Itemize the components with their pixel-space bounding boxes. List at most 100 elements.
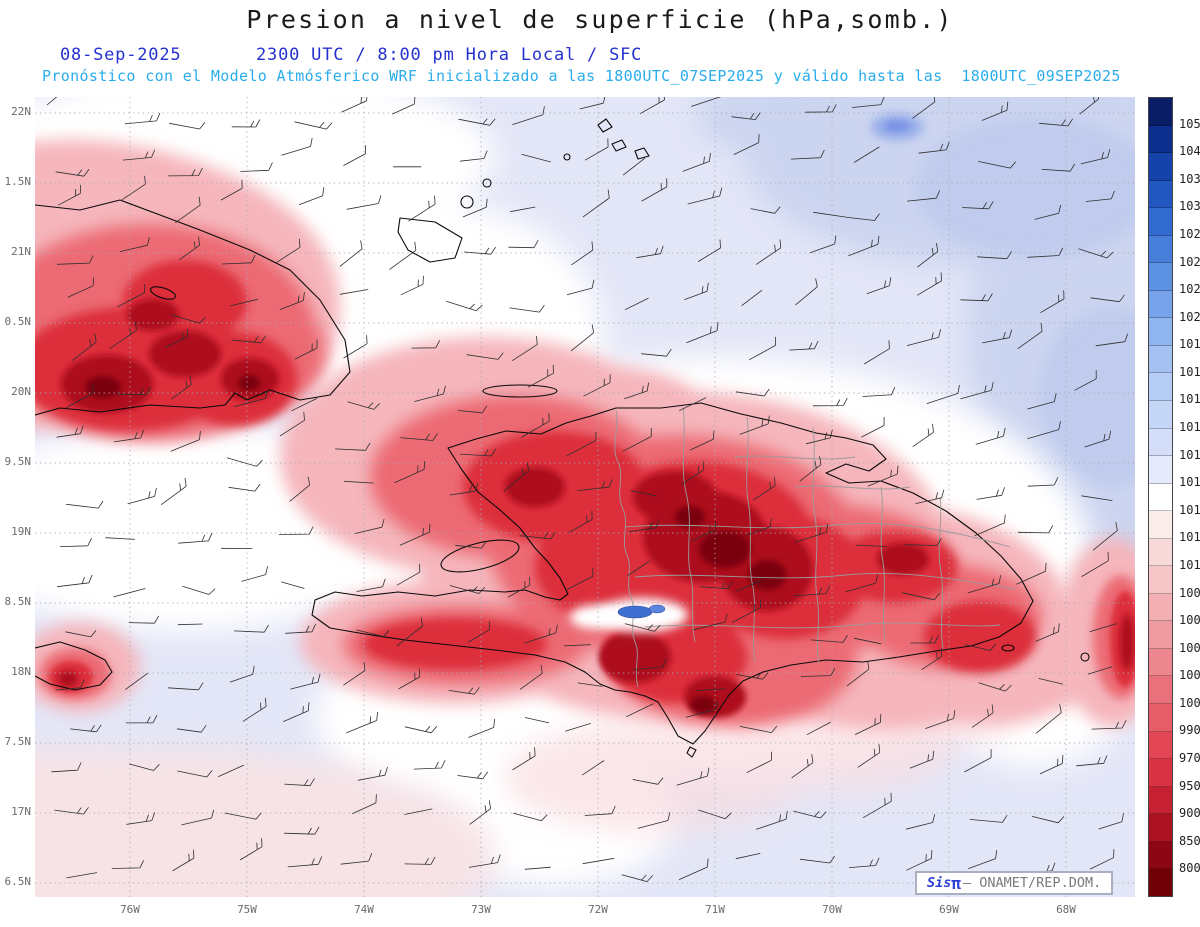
colorbar-tick-label: 1050 (1179, 116, 1200, 131)
colorbar-cell (1149, 208, 1172, 236)
mona-island (1080, 652, 1090, 662)
tortuga-island (482, 384, 558, 398)
lake-enriquillo (617, 604, 666, 619)
lat-tick-label: 19N (11, 525, 31, 538)
colorbar-cell (1149, 676, 1172, 705)
little-inagua-island (460, 195, 474, 209)
lat-tick-label: 6.5N (4, 875, 32, 888)
colorbar-tick-label: 1018 (1179, 364, 1200, 379)
colorbar-cell (1149, 566, 1172, 594)
credit-badge: Sis π – ONAMET/REP.DOM. (915, 871, 1114, 895)
colorbar-cell (1149, 153, 1172, 181)
lon-tick-label: 76W (120, 903, 140, 916)
turks-island-2 (611, 139, 627, 152)
lat-tick-label: 20N (11, 385, 31, 398)
colorbar-tick-label: 950 (1179, 778, 1200, 793)
colorbar-tick-label: 1017 (1179, 392, 1200, 407)
turks-island-3 (634, 147, 650, 160)
colorbar-cell (1149, 483, 1172, 512)
credit-org: – ONAMET/REP.DOM. (963, 875, 1102, 891)
forecast-date: 08-Sep-2025 (60, 45, 182, 65)
colorbar-cell (1149, 731, 1172, 760)
pi-symbol-icon: π (951, 873, 962, 893)
colorbar-tick-label: 1022 (1179, 282, 1200, 297)
lon-tick-label: 69W (939, 903, 959, 916)
coastlines (35, 118, 1090, 758)
lat-tick-label: 0.5N (4, 315, 32, 328)
colorbar-tick-label: 1019 (1179, 337, 1200, 352)
colorbar-cell (1149, 841, 1172, 870)
sispi-logo: Sis (927, 875, 952, 891)
colorbar-cell (1149, 345, 1172, 374)
colorbar-cell (1149, 290, 1172, 319)
colorbar-tick-label: 900 (1179, 806, 1200, 821)
colorbar-cell (1149, 456, 1172, 484)
lat-tick-label: 8.5N (4, 595, 32, 608)
colorbar-cell (1149, 98, 1172, 126)
colorbar-cell (1149, 869, 1172, 896)
model-info-line: Pronóstico con el Modelo Atmósferico WRF… (42, 67, 1121, 85)
colorbar-cell (1149, 428, 1172, 457)
colorbar-cell (1149, 786, 1172, 815)
hispaniola-coastline (311, 402, 1034, 745)
cuba-coastline (35, 199, 351, 416)
lat-tick-label: 21N (11, 245, 31, 258)
page-title: Presion a nivel de superficie (hPa,somb.… (246, 5, 954, 34)
gridlines (35, 97, 1135, 897)
colorbar-tick-label: 1008 (1179, 585, 1200, 600)
colorbar-tick-label: 1016 (1179, 420, 1200, 435)
lat-tick-label: 1.5N (4, 175, 32, 188)
colorbar-cell (1149, 538, 1172, 567)
small-island-2 (482, 178, 492, 188)
colorbar-tick-label: 970 (1179, 751, 1200, 766)
turks-island-1 (597, 118, 613, 133)
lon-tick-label: 74W (354, 903, 374, 916)
colorbar-tick-label: 1012 (1179, 530, 1200, 545)
colorbar-tick-label: 1002 (1179, 668, 1200, 683)
small-island-1 (563, 153, 571, 161)
colorbar-cell (1149, 263, 1172, 291)
colorbar-cell (1149, 648, 1172, 677)
cuban-cays-coastline (149, 286, 177, 300)
colorbar-tick-label: 1020 (1179, 309, 1200, 324)
colorbar-cell (1149, 593, 1172, 622)
lon-tick-label: 75W (237, 903, 257, 916)
colorbar-cell (1149, 814, 1172, 842)
colorbar-cell (1149, 235, 1172, 264)
saona-island (1001, 644, 1015, 652)
colorbar-cell (1149, 511, 1172, 539)
beata-island (686, 746, 697, 758)
colorbar (1148, 97, 1173, 897)
colorbar-cell (1149, 759, 1172, 787)
colorbar-cell (1149, 373, 1172, 402)
colorbar-cell (1149, 180, 1172, 209)
lon-tick-label: 72W (588, 903, 608, 916)
wind-barbs (46, 97, 1129, 882)
colorbar-tick-label: 1030 (1179, 199, 1200, 214)
colorbar-tick-label: 1035 (1179, 171, 1200, 186)
colorbar-cell (1149, 125, 1172, 154)
colorbar-tick-label: 1015 (1179, 447, 1200, 462)
pressure-shading (35, 97, 1135, 897)
pressure-map (35, 97, 1135, 897)
colorbar-tick-label: 1006 (1179, 613, 1200, 628)
jamaica-coastline (35, 641, 113, 691)
colorbar-cell (1149, 401, 1172, 429)
colorbar-cell (1149, 704, 1172, 732)
colorbar-tick-label: 800 (1179, 861, 1200, 876)
lon-tick-label: 68W (1056, 903, 1076, 916)
colorbar-tick-label: 1000 (1179, 695, 1200, 710)
colorbar-tick-label: 1025 (1179, 254, 1200, 269)
colorbar-tick-label: 1028 (1179, 226, 1200, 241)
colorbar-tick-label: 1013 (1179, 502, 1200, 517)
colorbar-tick-label: 1014 (1179, 475, 1200, 490)
lat-tick-label: 17N (11, 805, 31, 818)
colorbar-tick-label: 850 (1179, 833, 1200, 848)
lat-tick-label: 22N (11, 105, 31, 118)
lon-tick-label: 71W (705, 903, 725, 916)
lon-tick-label: 70W (822, 903, 842, 916)
colorbar-tick-label: 1040 (1179, 144, 1200, 159)
lat-tick-label: 18N (11, 665, 31, 678)
great-inagua-island (397, 217, 463, 263)
forecast-time: 2300 UTC / 8:00 pm Hora Local / SFC (256, 45, 643, 65)
